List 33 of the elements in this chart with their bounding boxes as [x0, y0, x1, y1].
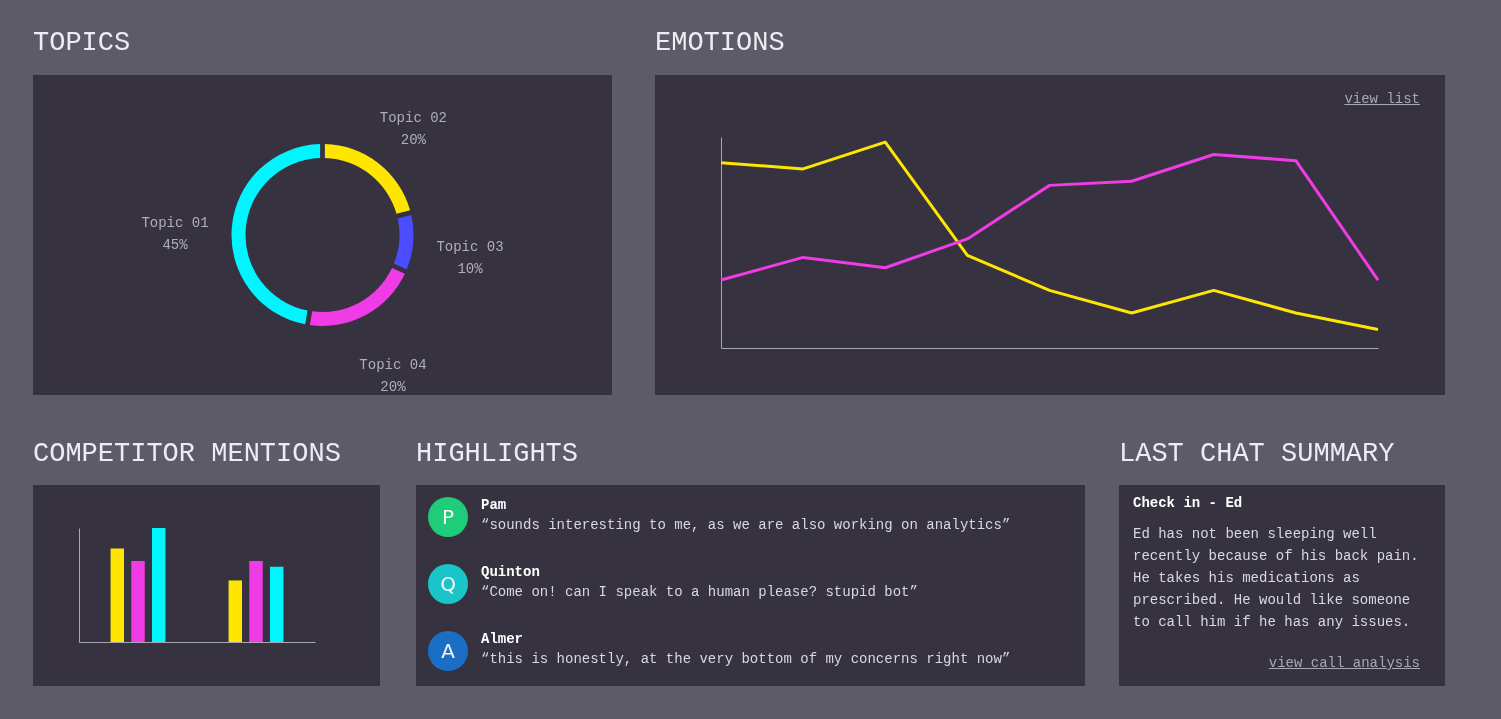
donut-slice [324, 144, 411, 214]
donut-slice [231, 144, 321, 325]
text: Check in - Ed [1133, 495, 1243, 511]
text: Quinton [481, 564, 540, 580]
slice-label: Topic 03 [436, 239, 504, 256]
text: “Come on! can I speak to a human please? stupid bot” [481, 584, 918, 600]
data-label: 10% [457, 261, 484, 278]
slice-label: Topic 01 [141, 214, 209, 231]
text: view call analysis [1268, 655, 1420, 671]
slice-label: Topic 04 [359, 357, 427, 374]
chart-title: EMOTIONS [655, 27, 785, 60]
bar [151, 528, 166, 642]
text: Ed has not been sleeping well recently because of his back pain. He takes his medications as prescribed. He would like someone to call him if he has any issues. [1133, 525, 1420, 632]
text: HIGHLIGHTS [416, 438, 579, 471]
bar [131, 561, 145, 642]
chart-title: TOPICS [33, 27, 131, 60]
data-label: 20% [380, 379, 407, 396]
data-label: 45% [162, 236, 189, 253]
bar [249, 561, 263, 642]
data-label: 20% [400, 132, 427, 149]
bar [228, 580, 243, 642]
donut-slice [393, 214, 414, 270]
text: “this is honestly, at the very bottom of my concerns right now” [481, 651, 1011, 667]
bar [110, 548, 125, 642]
slice-label: Topic 02 [379, 110, 448, 127]
text: Pam [481, 497, 507, 513]
text: “sounds interesting to me, as we are also working on analytics” [481, 517, 1011, 533]
donut-slice [309, 268, 405, 326]
text: Almer [481, 631, 524, 647]
text: view list [1344, 91, 1420, 107]
bar [269, 566, 284, 642]
chart-title: COMPETITOR MENTIONS [33, 438, 341, 471]
text: LAST CHAT SUMMARY [1119, 438, 1395, 471]
